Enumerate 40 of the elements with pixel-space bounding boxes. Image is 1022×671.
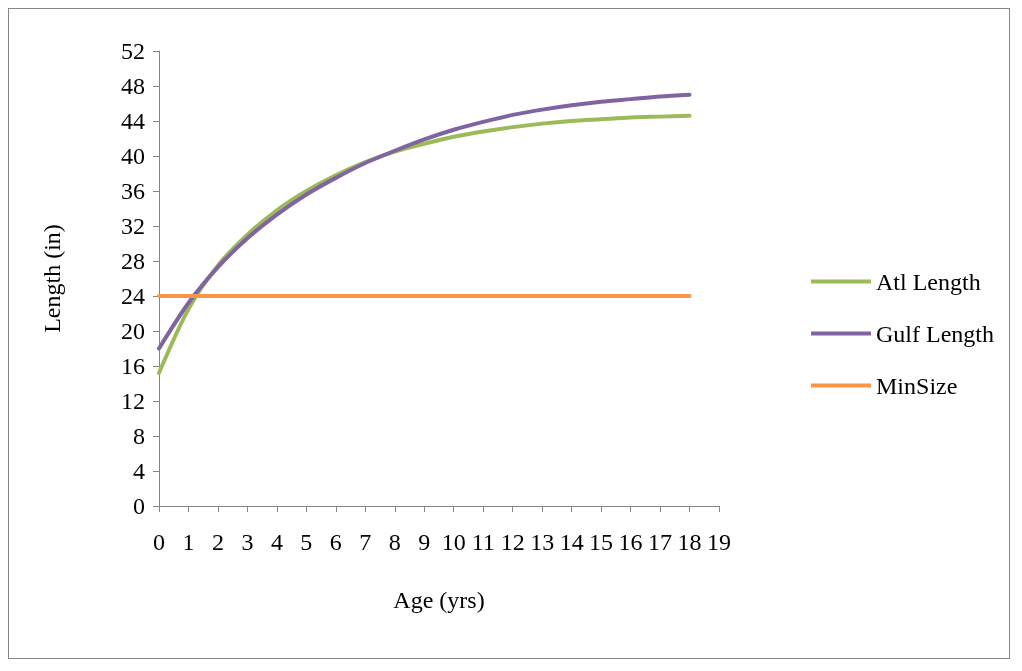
y-tick-label: 24 [121,283,145,309]
y-tick-label: 36 [121,178,145,204]
x-tick-label: 8 [388,529,401,555]
x-axis-title: Age (yrs) [393,587,485,613]
legend-label: MinSize [876,372,958,399]
x-tick-label: 9 [418,529,431,555]
legend-label: Gulf Length [876,320,995,347]
y-tick-label: 32 [121,213,145,239]
x-tick-label: 14 [559,529,584,555]
x-tick-label: 17 [648,529,673,555]
x-tick-label: 11 [471,529,495,555]
y-tick-label: 20 [121,318,145,344]
y-tick-label: 0 [133,493,145,519]
x-tick-label: 1 [182,529,195,555]
y-tick-label: 28 [121,248,145,274]
x-tick-label: 13 [530,529,555,555]
x-tick-label: 0 [153,529,165,555]
x-tick-label: 12 [500,529,525,555]
y-tick-label: 4 [133,458,145,484]
legend-label: Atl Length [876,268,981,295]
x-tick-label: 7 [359,529,372,555]
y-tick-label: 12 [121,388,145,414]
x-tick-label: 18 [677,529,702,555]
y-tick-label: 52 [121,38,145,64]
y-tick-label: 48 [121,73,145,99]
x-tick-label: 16 [618,529,643,555]
x-tick-label: 10 [441,529,466,555]
line-series [157,92,692,351]
x-tick-label: 19 [707,529,731,555]
y-tick-label: 16 [121,353,145,379]
y-axis-title: Length (in) [39,224,65,333]
y-tick-label: 40 [121,143,145,169]
x-tick-label: 6 [329,529,342,555]
x-tick-label: 3 [241,529,254,555]
y-tick-label: 8 [133,423,145,449]
x-tick-label: 4 [270,529,283,555]
y-tick-label: 44 [121,108,145,134]
x-tick-label: 5 [300,529,313,555]
x-tick-label: 2 [211,529,224,555]
x-tick-label: 15 [589,529,614,555]
